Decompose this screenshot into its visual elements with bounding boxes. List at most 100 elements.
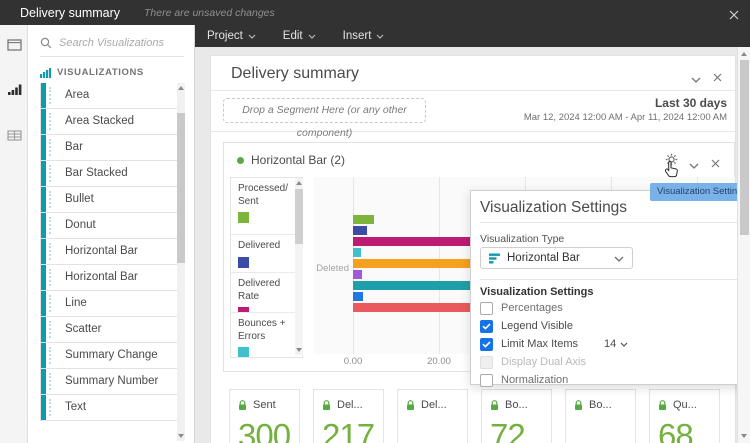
scroll-up-icon[interactable] bbox=[741, 52, 747, 56]
lock-icon bbox=[407, 399, 414, 410]
chart-bar[interactable] bbox=[353, 281, 473, 290]
viz-item-summary-change[interactable]: Summary Change bbox=[40, 342, 178, 369]
segment-drop-zone[interactable]: Drop a Segment Here (or any other compon… bbox=[223, 98, 426, 139]
viz-item-line[interactable]: Line bbox=[40, 290, 178, 317]
scroll-down-icon[interactable] bbox=[178, 434, 184, 438]
scroll-up-icon[interactable] bbox=[296, 181, 302, 185]
legend-item[interactable]: Bounces + Errors bbox=[231, 313, 302, 357]
drag-dots-icon bbox=[49, 321, 51, 338]
viz-item-summary-number[interactable]: Summary Number bbox=[40, 368, 178, 395]
viz-item-bar[interactable]: Bar bbox=[40, 134, 178, 161]
drag-dots-icon bbox=[49, 139, 51, 156]
drag-handle[interactable] bbox=[41, 83, 46, 108]
viz-item-area-stacked[interactable]: Area Stacked bbox=[40, 108, 178, 135]
drag-handle[interactable] bbox=[41, 161, 46, 186]
panel-header: Delivery summary bbox=[211, 56, 735, 91]
viz-item-area[interactable]: Area bbox=[40, 83, 178, 109]
panel-collapse-button[interactable] bbox=[691, 70, 701, 88]
drag-handle[interactable] bbox=[41, 395, 46, 420]
legend-item[interactable]: Delivered bbox=[231, 235, 302, 273]
option-normalization[interactable]: Normalization bbox=[480, 371, 741, 389]
option-limit-max-items[interactable]: Limit Max Items 14 bbox=[480, 335, 741, 353]
metric-card-sent[interactable]: Sent 300 bbox=[229, 389, 300, 443]
chart-bar[interactable] bbox=[353, 237, 473, 246]
legend-scrollbar[interactable] bbox=[295, 178, 303, 355]
drag-handle[interactable] bbox=[41, 369, 46, 394]
checkbox[interactable] bbox=[480, 355, 493, 369]
checkbox[interactable] bbox=[480, 337, 493, 351]
chart-bar[interactable] bbox=[353, 215, 374, 224]
visualizations-sidebar: VISUALIZATIONS Area Area Stacked Bar Bar… bbox=[28, 25, 195, 443]
x-axis-tick: 0.00 bbox=[343, 356, 363, 367]
legend-item[interactable]: Delivered Rate bbox=[231, 273, 302, 313]
option-display-dual-axis[interactable]: Display Dual Axis bbox=[480, 353, 741, 371]
sidebar-scrollbar[interactable] bbox=[177, 83, 185, 441]
chart-bar[interactable] bbox=[353, 270, 362, 279]
panels-icon[interactable] bbox=[7, 38, 23, 54]
option-value-dropdown[interactable]: 14 bbox=[604, 338, 628, 350]
visualizations-icon[interactable] bbox=[7, 83, 23, 99]
metric-card-bo[interactable]: Bo... 72 bbox=[481, 389, 552, 443]
drag-handle[interactable] bbox=[41, 187, 46, 212]
panel-close-button[interactable] bbox=[713, 69, 722, 87]
scrollbar-thumb[interactable] bbox=[740, 60, 749, 235]
visualization-type-select[interactable]: Horizontal Bar bbox=[480, 247, 633, 269]
scrollbar-thumb[interactable] bbox=[177, 113, 185, 263]
viz-item-donut[interactable]: Donut bbox=[40, 212, 178, 239]
menu-project[interactable]: Project bbox=[207, 30, 256, 42]
drag-handle[interactable] bbox=[41, 265, 46, 290]
search-visualizations-input[interactable] bbox=[59, 37, 174, 49]
drag-handle[interactable] bbox=[41, 135, 46, 160]
checkbox[interactable] bbox=[480, 301, 493, 315]
drag-handle[interactable] bbox=[41, 239, 46, 264]
date-range-picker[interactable]: Last 30 days Mar 12, 2024 12:00 AM - Apr… bbox=[524, 96, 727, 123]
metric-card-bo[interactable]: Bo... bbox=[565, 389, 636, 443]
option-legend-visible[interactable]: Legend Visible bbox=[480, 317, 741, 335]
viz-item-bar-stacked[interactable]: Bar Stacked bbox=[40, 160, 178, 187]
gear-tooltip: Visualization Settings bbox=[650, 183, 750, 201]
chart-bar[interactable] bbox=[353, 303, 473, 312]
viz-item-horizontal-bar[interactable]: Horizontal Bar bbox=[40, 238, 178, 265]
drag-handle[interactable] bbox=[41, 343, 46, 368]
status-dot bbox=[237, 157, 244, 164]
settings-options: Percentages Legend Visible Limit Max Ite… bbox=[480, 299, 741, 389]
viz-item-bullet[interactable]: Bullet bbox=[40, 186, 178, 213]
metric-card-del[interactable]: Del... 217 bbox=[313, 389, 384, 443]
date-range-detail: Mar 12, 2024 12:00 AM - Apr 11, 2024 12:… bbox=[523, 112, 727, 123]
viz-item-text[interactable]: Text bbox=[40, 394, 178, 421]
lock-icon bbox=[659, 399, 666, 410]
checkbox[interactable] bbox=[480, 319, 493, 333]
legend-item-label: Bounces + Errors bbox=[238, 318, 286, 342]
viz-item-scatter[interactable]: Scatter bbox=[40, 316, 178, 343]
chart-bar[interactable] bbox=[353, 226, 367, 235]
menu-insert[interactable]: Insert bbox=[343, 30, 385, 42]
legend-item[interactable]: Processed/Sent bbox=[231, 178, 302, 235]
metric-card-qu[interactable]: Qu... 68 bbox=[649, 389, 720, 443]
drag-dots-icon bbox=[49, 243, 51, 260]
drag-handle[interactable] bbox=[41, 213, 46, 238]
chart-bar[interactable] bbox=[353, 259, 473, 268]
drag-dots-icon bbox=[49, 87, 51, 104]
scroll-down-icon[interactable] bbox=[741, 434, 747, 438]
scrollbar-thumb[interactable] bbox=[295, 189, 303, 244]
visualization-list: Area Area Stacked Bar Bar Stacked Bullet… bbox=[40, 83, 178, 443]
viz-close-button[interactable] bbox=[711, 155, 720, 173]
viz-collapse-button[interactable] bbox=[689, 156, 699, 174]
settings-section-title: Visualization Settings bbox=[480, 286, 594, 298]
workspace-scrollbar[interactable] bbox=[737, 47, 750, 443]
drag-handle[interactable] bbox=[41, 317, 46, 342]
menu-edit[interactable]: Edit bbox=[283, 30, 316, 42]
option-percentages[interactable]: Percentages bbox=[480, 299, 741, 317]
components-icon[interactable] bbox=[7, 128, 23, 144]
checkbox[interactable] bbox=[480, 373, 493, 387]
chart-bar[interactable] bbox=[353, 248, 361, 257]
metric-card-value: 217 bbox=[322, 417, 375, 443]
scroll-down-icon[interactable] bbox=[296, 348, 302, 352]
window-close-button[interactable] bbox=[729, 7, 739, 25]
drag-handle[interactable] bbox=[41, 291, 46, 316]
viz-item-horizontal-bar-stacked[interactable]: Horizontal Bar Stacked bbox=[40, 264, 178, 308]
metric-card-del[interactable]: Del... bbox=[397, 389, 468, 443]
chart-bar[interactable] bbox=[353, 292, 363, 301]
scroll-up-icon[interactable] bbox=[178, 86, 184, 90]
drag-handle[interactable] bbox=[41, 109, 46, 134]
